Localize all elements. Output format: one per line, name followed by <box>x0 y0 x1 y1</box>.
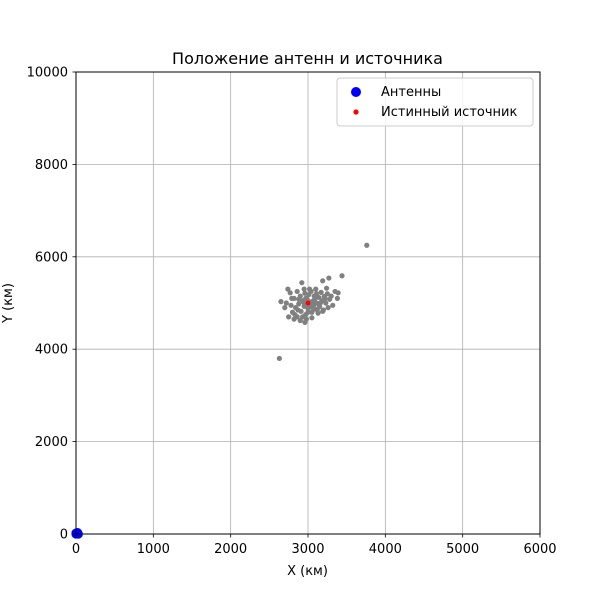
x-tick-label: 0 <box>72 542 80 557</box>
estimate-point <box>288 302 294 308</box>
estimate-point <box>318 289 324 295</box>
estimate-point <box>364 242 370 248</box>
estimate-point <box>320 308 326 314</box>
y-tick-label: 8000 <box>35 158 68 173</box>
estimate-point <box>305 309 311 315</box>
y-tick-label: 4000 <box>35 343 68 358</box>
true-source-point <box>305 300 311 306</box>
estimate-point <box>289 295 295 301</box>
legend-antennas-marker <box>351 87 361 97</box>
y-tick-label: 6000 <box>35 250 68 265</box>
estimate-point <box>300 299 306 305</box>
y-tick-label: 2000 <box>35 435 68 450</box>
estimate-point <box>330 302 336 308</box>
chart-title: Положение антенн и источника <box>172 49 443 68</box>
legend-box <box>336 77 534 127</box>
estimate-point <box>278 299 284 305</box>
tick-labels: 0 1000 2000 3000 4000 5000 6000 0 2000 4000 6000 80… <box>27 66 557 558</box>
estimate-point <box>311 297 317 303</box>
estimate-point <box>323 300 329 306</box>
estimate-point <box>339 273 345 279</box>
y-axis-label: Y (км) <box>1 283 16 324</box>
estimate-point <box>299 280 305 286</box>
estimate-point <box>314 307 320 313</box>
estimate-point <box>286 314 292 320</box>
scatter-points <box>71 242 370 539</box>
estimate-point <box>294 288 300 295</box>
estimate-point <box>335 290 341 296</box>
x-tick-label: 4000 <box>369 542 402 557</box>
estimate-point <box>297 317 303 324</box>
estimate-point <box>316 302 322 308</box>
estimate-point <box>282 305 288 311</box>
estimate-point <box>296 296 302 302</box>
estimate-point <box>306 286 313 292</box>
x-tick-label: 5000 <box>446 542 479 557</box>
estimate-point <box>296 301 302 307</box>
estimate-point <box>334 295 340 301</box>
estimate-point <box>326 275 332 281</box>
x-tick-label: 2000 <box>214 542 247 557</box>
estimate-point <box>283 300 289 306</box>
estimate-point <box>285 286 291 292</box>
antenna-point <box>72 528 83 538</box>
estimate-point <box>287 290 293 296</box>
x-tick-label: 6000 <box>523 542 556 557</box>
estimate-point <box>276 355 282 362</box>
legend-label-true-source: Истинный источник <box>381 105 517 120</box>
estimate-point <box>295 307 301 313</box>
estimate-point <box>328 293 334 299</box>
estimate-point <box>309 309 315 315</box>
estimate-point <box>322 295 328 301</box>
estimate-point <box>309 315 315 321</box>
y-tick-label: 0 <box>60 528 68 543</box>
axes <box>72 71 541 538</box>
estimate-point <box>320 278 326 284</box>
estimate-point <box>313 286 319 292</box>
estimate-point <box>306 304 312 310</box>
x-axis-label: X (км) <box>287 564 328 579</box>
estimate-point <box>299 314 306 320</box>
estimate-point <box>303 295 309 301</box>
legend-label-antennas: Антенны <box>381 85 441 100</box>
estimate-point <box>325 305 331 311</box>
y-tick-label: 10000 <box>27 66 68 81</box>
chart-legend: Антенны Истинный источник <box>336 77 534 127</box>
plot-frame <box>75 71 541 535</box>
x-tick-label: 3000 <box>291 542 324 557</box>
estimate-point <box>324 291 330 297</box>
legend-source-marker <box>353 109 359 115</box>
estimate-point <box>323 285 330 291</box>
estimate-point <box>313 291 320 297</box>
estimate-point <box>302 319 308 326</box>
estimate-point <box>292 311 298 318</box>
x-tick-label: 1000 <box>137 542 170 557</box>
estimate-point <box>301 286 307 292</box>
